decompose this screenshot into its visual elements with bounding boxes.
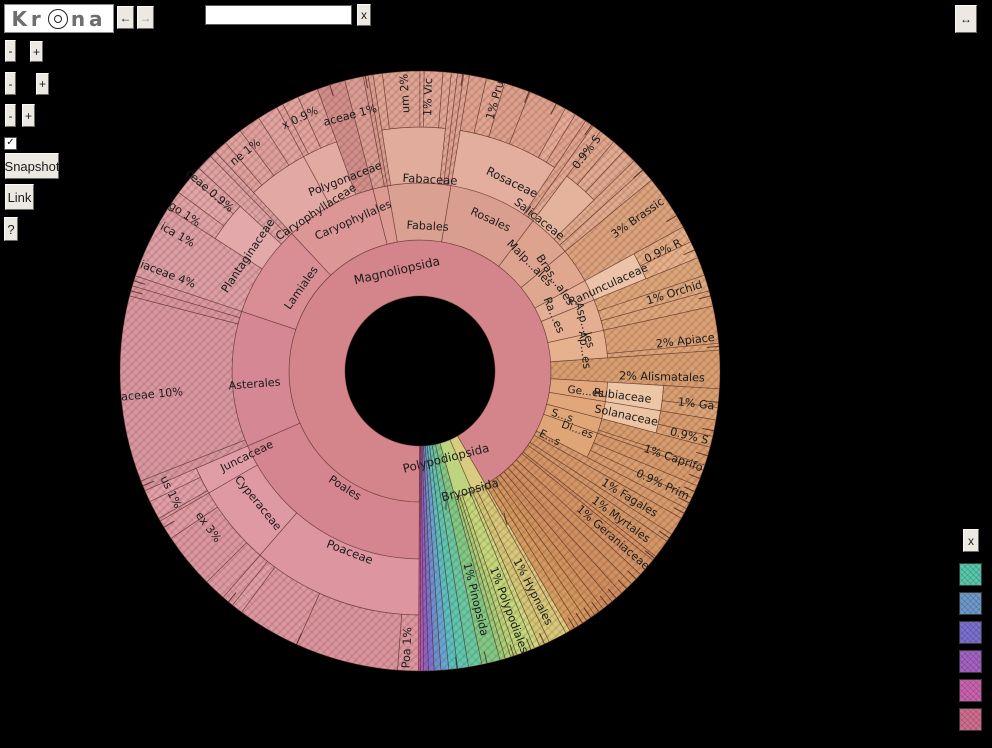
small-wedge-tick	[644, 550, 656, 559]
small-wedge-tick	[524, 90, 530, 103]
clear-search-x-icon: x	[361, 8, 367, 22]
small-wedge-tick	[688, 473, 701, 480]
small-wedge-tick	[607, 588, 617, 599]
small-wedge-tick	[227, 592, 237, 603]
small-wedge-tick	[584, 124, 593, 136]
chart-label: Poa 1%	[399, 626, 414, 668]
key-close-x-icon: x	[968, 533, 974, 548]
small-wedge-tick	[329, 84, 334, 97]
chart-label: 1% Vic	[421, 78, 435, 116]
tick-layer	[130, 73, 720, 670]
small-wedge-tick	[678, 497, 691, 504]
small-wedge-tick	[163, 520, 175, 528]
small-wedge-tick	[583, 607, 592, 619]
chart-label: Ge...es	[567, 384, 605, 400]
key-swatch-4[interactable]	[959, 679, 982, 702]
small-wedge-tick	[550, 103, 557, 115]
chart-size-minus-button[interactable]: -	[5, 104, 16, 127]
back-arrow-icon: ←	[119, 10, 132, 25]
key-swatch-1[interactable]	[959, 592, 982, 615]
horizontal-arrows-icon: ↔	[960, 12, 972, 26]
small-wedge-tick	[633, 169, 644, 179]
small-wedge-tick	[706, 345, 720, 348]
max-depth-minus-button[interactable]: -	[5, 40, 16, 62]
small-wedge-tick	[483, 651, 488, 665]
small-wedge-tick	[567, 617, 576, 629]
krona-logo-text-right: na	[70, 6, 107, 31]
small-wedge-tick	[295, 633, 302, 646]
small-wedge-tick	[455, 656, 458, 670]
collapse-panel-button[interactable]: ↔	[955, 5, 977, 33]
small-wedge-tick	[706, 400, 719, 403]
small-wedge-tick	[142, 480, 155, 487]
small-wedge-tick	[627, 570, 637, 580]
chart-label: Fabaceae	[402, 171, 458, 188]
small-wedge-tick	[683, 486, 696, 493]
font-size-plus-button[interactable]: +	[36, 73, 49, 95]
link-button[interactable]: Link	[5, 184, 34, 210]
snapshot-button[interactable]: Snapshot	[5, 153, 59, 179]
forward-button[interactable]: →	[137, 6, 154, 29]
forward-arrow-icon: →	[139, 10, 152, 25]
chart-label: aceae 10%	[121, 385, 184, 403]
small-wedge-tick	[666, 214, 678, 223]
max-depth-plus-button[interactable]: +	[30, 41, 43, 62]
chart-label: 1% Ga	[677, 395, 715, 412]
key-swatch-2[interactable]	[959, 621, 982, 644]
chart-label: 2% Alismatales	[619, 369, 705, 384]
label-leader-line	[503, 512, 508, 526]
krona-logo-text-left: Kr	[11, 6, 45, 31]
small-wedge-tick	[538, 632, 546, 645]
key-swatch-0[interactable]	[959, 563, 982, 586]
small-wedge-tick	[133, 280, 146, 285]
small-wedge-tick	[683, 249, 696, 256]
small-wedge-tick	[696, 451, 709, 457]
chart-label: um 2%	[397, 73, 412, 113]
small-wedge-tick	[575, 612, 584, 624]
small-wedge-tick	[591, 601, 600, 613]
small-wedge-tick	[673, 507, 685, 514]
key-close-button[interactable]: x	[963, 529, 979, 552]
chart-label: Fabales	[406, 219, 449, 234]
small-wedge-tick	[526, 638, 532, 651]
font-size-minus-button[interactable]: -	[5, 72, 16, 95]
krona-logo: Kr na	[4, 4, 114, 33]
small-wedge-tick	[599, 595, 609, 606]
small-wedge-tick	[702, 427, 715, 432]
shorten-labels-checkbox[interactable]: ✓	[4, 137, 17, 150]
krona-logo-donut-icon	[47, 8, 68, 29]
back-button[interactable]: ←	[117, 6, 134, 29]
small-wedge-tick	[364, 75, 369, 88]
small-wedge-tick	[698, 295, 712, 300]
key-swatch-5[interactable]	[959, 708, 982, 731]
help-button[interactable]: ?	[4, 217, 18, 241]
small-wedge-tick	[509, 644, 515, 657]
small-wedge-tick	[617, 579, 628, 590]
chart-size-plus-button[interactable]: +	[22, 104, 35, 127]
search-input[interactable]	[205, 5, 352, 25]
chart-label: Asterales	[228, 375, 281, 392]
small-wedge-tick	[130, 290, 143, 295]
small-wedge-tick	[460, 73, 464, 87]
small-wedge-tick	[659, 530, 670, 539]
chart-label: Ap...es	[576, 330, 594, 370]
clear-search-button[interactable]: x	[357, 4, 371, 26]
key-swatch-3[interactable]	[959, 650, 982, 673]
